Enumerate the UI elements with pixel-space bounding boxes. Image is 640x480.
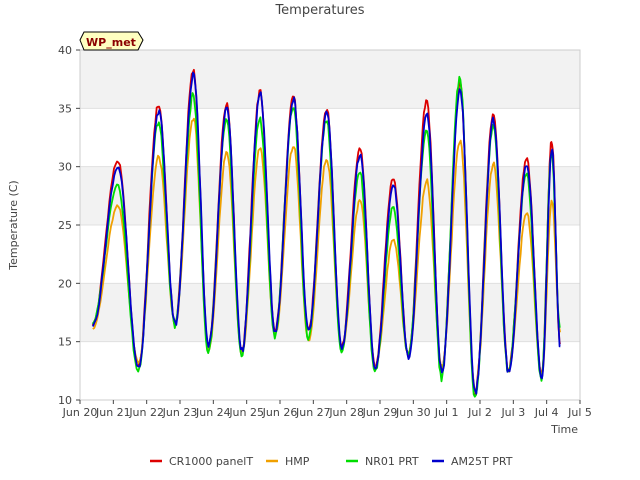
y-tick-label: 40 bbox=[58, 44, 72, 57]
x-tick-label: Jun 22 bbox=[128, 406, 164, 419]
x-axis-label: Time bbox=[550, 423, 578, 436]
x-tick-label: Jul 1 bbox=[434, 406, 459, 419]
annotation-label: WP_met bbox=[86, 36, 136, 49]
y-tick-label: 25 bbox=[58, 219, 72, 232]
x-tick-label: Jun 26 bbox=[262, 406, 298, 419]
series-layer bbox=[91, 68, 561, 398]
plot-band bbox=[80, 50, 580, 109]
x-tick-label: Jun 21 bbox=[95, 406, 131, 419]
x-tick-label: Jun 30 bbox=[395, 406, 431, 419]
x-tick-label: Jul 3 bbox=[500, 406, 525, 419]
x-tick-label: Jun 25 bbox=[228, 406, 264, 419]
x-tick-label: Jun 27 bbox=[295, 406, 331, 419]
y-tick-label: 20 bbox=[58, 277, 72, 290]
x-tick-label: Jun 20 bbox=[62, 406, 98, 419]
x-tick-label: Jun 23 bbox=[162, 406, 198, 419]
y-axis-label: Temperature (C) bbox=[7, 180, 20, 270]
y-tick-label: 10 bbox=[58, 394, 72, 407]
legend: CR1000 panelT HMP NR01 PRT AM25T PRT bbox=[150, 455, 513, 468]
annotation-shape bbox=[79, 31, 144, 51]
x-tick-label: Jul 5 bbox=[567, 406, 592, 419]
plot-band bbox=[80, 225, 580, 284]
annotation-box: WP_met bbox=[79, 31, 144, 51]
x-tick-label: Jun 29 bbox=[362, 406, 398, 419]
legend-label: CR1000 panelT bbox=[169, 455, 253, 468]
legend-label: HMP bbox=[285, 455, 310, 468]
x-tick-label: Jun 24 bbox=[195, 406, 231, 419]
plot-band bbox=[80, 283, 580, 342]
x-tick-label: Jul 4 bbox=[534, 406, 559, 419]
y-axis: 10 15 20 25 30 35 40 bbox=[58, 44, 80, 407]
legend-label: AM25T PRT bbox=[451, 455, 513, 468]
x-tick-label: Jul 2 bbox=[467, 406, 492, 419]
y-tick-label: 35 bbox=[58, 102, 72, 115]
legend-label: NR01 PRT bbox=[365, 455, 419, 468]
plot-band bbox=[80, 341, 580, 400]
series-line-am25t-prt bbox=[92, 71, 561, 395]
chart-title: Temperatures bbox=[274, 3, 364, 18]
y-tick-label: 15 bbox=[58, 336, 72, 349]
y-tick-label: 30 bbox=[58, 161, 72, 174]
x-tick-label: Jun 28 bbox=[328, 406, 364, 419]
